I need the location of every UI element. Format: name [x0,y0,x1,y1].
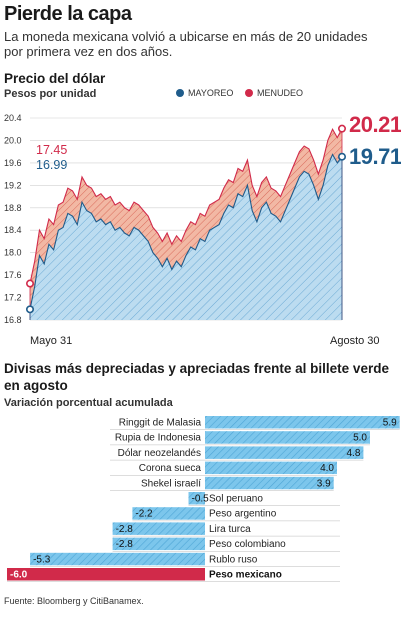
bar [112,537,205,551]
mayoreo-start-point [25,305,34,314]
mayoreo-area [30,154,342,320]
mayoreo-line [29,153,343,310]
bar [205,446,364,459]
value-label: 5.0 [353,433,367,444]
category-label: Corona sueca [139,463,202,474]
spread-area [30,128,342,310]
mayoreo-end-label: 19.71 [349,144,401,169]
chart2-title: Divisas más depreciadas y apreciadas fre… [4,361,389,393]
y-tick-label: 19.6 [4,158,22,168]
category-label: Lira turca [209,524,251,535]
bar [205,476,334,490]
menudeo-start-label: 17.45 [36,143,67,157]
y-tick-label: 18.8 [4,203,22,213]
category-label: Rupia de Indonesia [115,433,202,444]
chart1-title: Precio del dólar [4,71,106,86]
y-tick-label: 20.4 [4,113,22,123]
bar [205,431,370,444]
value-label: -2.2 [135,509,153,520]
y-tick-label: 17.2 [4,293,22,303]
bar [7,568,205,581]
category-label: Sol peruano [209,494,263,505]
x-label-end: Agosto 30 [330,335,380,347]
y-tick-label: 20.0 [4,135,22,145]
chart1-subtitle: Pesos por unidad [4,88,97,100]
value-label: -2.8 [116,524,134,535]
value-label: -0.5 [192,494,210,505]
category-label: Peso argentino [209,509,277,520]
category-label: Peso mexicano [209,570,282,581]
legend-mayoreo: MAYOREO [176,88,233,98]
dek: La moneda mexicana volvió a ubicarse en … [4,29,368,59]
mayoreo-start-label: 16.99 [36,158,67,172]
dollar-price-chart: 20.4 20.0 19.6 19.2 18.8 18.4 18.0 17.6 17.2 16.8… [4,112,401,347]
value-label: -5.3 [33,554,51,565]
legend-menudeo-dot [245,89,253,97]
chart2-subtitle: Variación porcentual acumulada [4,397,173,409]
bar [132,507,205,520]
category-label: Rublo ruso [209,554,258,565]
legend-menudeo-label: MENUDEO [257,88,304,98]
mayoreo-end-point [337,152,346,161]
menudeo-line [29,127,343,284]
legend-mayoreo-label: MAYOREO [188,88,234,98]
x-label-start: Mayo 31 [30,335,72,347]
y-tick-label: 17.6 [4,270,22,280]
legend-menudeo: MENUDEO [245,88,303,98]
category-label: Dólar neozelandés [118,448,201,459]
value-label: -6.0 [10,570,28,581]
bar [30,552,205,566]
category-label: Shekel israelí [141,478,201,489]
bar [188,492,205,505]
legend-mayoreo-dot [176,89,184,97]
source-note: Fuente: Bloomberg y CitiBanamex. [4,596,144,606]
currency-change-chart: Ringgit de Malasia 5.9 Rupia de Indonesia 5… [7,416,400,582]
bar [205,416,400,429]
menudeo-end-point [337,124,346,133]
headline: Pierde la capa [4,3,132,25]
value-label: 3.9 [317,478,331,489]
y-tick-label: 18.0 [4,248,22,258]
category-label: Ringgit de Malasia [119,418,202,429]
value-label: 5.9 [383,418,397,429]
y-tick-label: 18.4 [4,225,22,235]
menudeo-end-label: 20.21 [349,112,401,137]
menudeo-start-point [25,279,34,288]
value-label: 4.0 [320,463,334,474]
category-label: Peso colombiano [209,539,286,550]
bar [112,522,205,535]
bar [205,461,337,475]
y-tick-label: 16.8 [4,315,22,325]
y-tick-label: 19.2 [4,180,22,190]
value-label: 4.8 [346,448,360,459]
value-label: -2.8 [116,539,134,550]
